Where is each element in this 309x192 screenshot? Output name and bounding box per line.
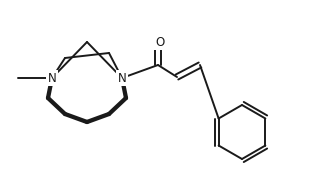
Text: O: O [155, 36, 165, 49]
Text: N: N [118, 71, 126, 84]
Text: N: N [48, 71, 56, 84]
